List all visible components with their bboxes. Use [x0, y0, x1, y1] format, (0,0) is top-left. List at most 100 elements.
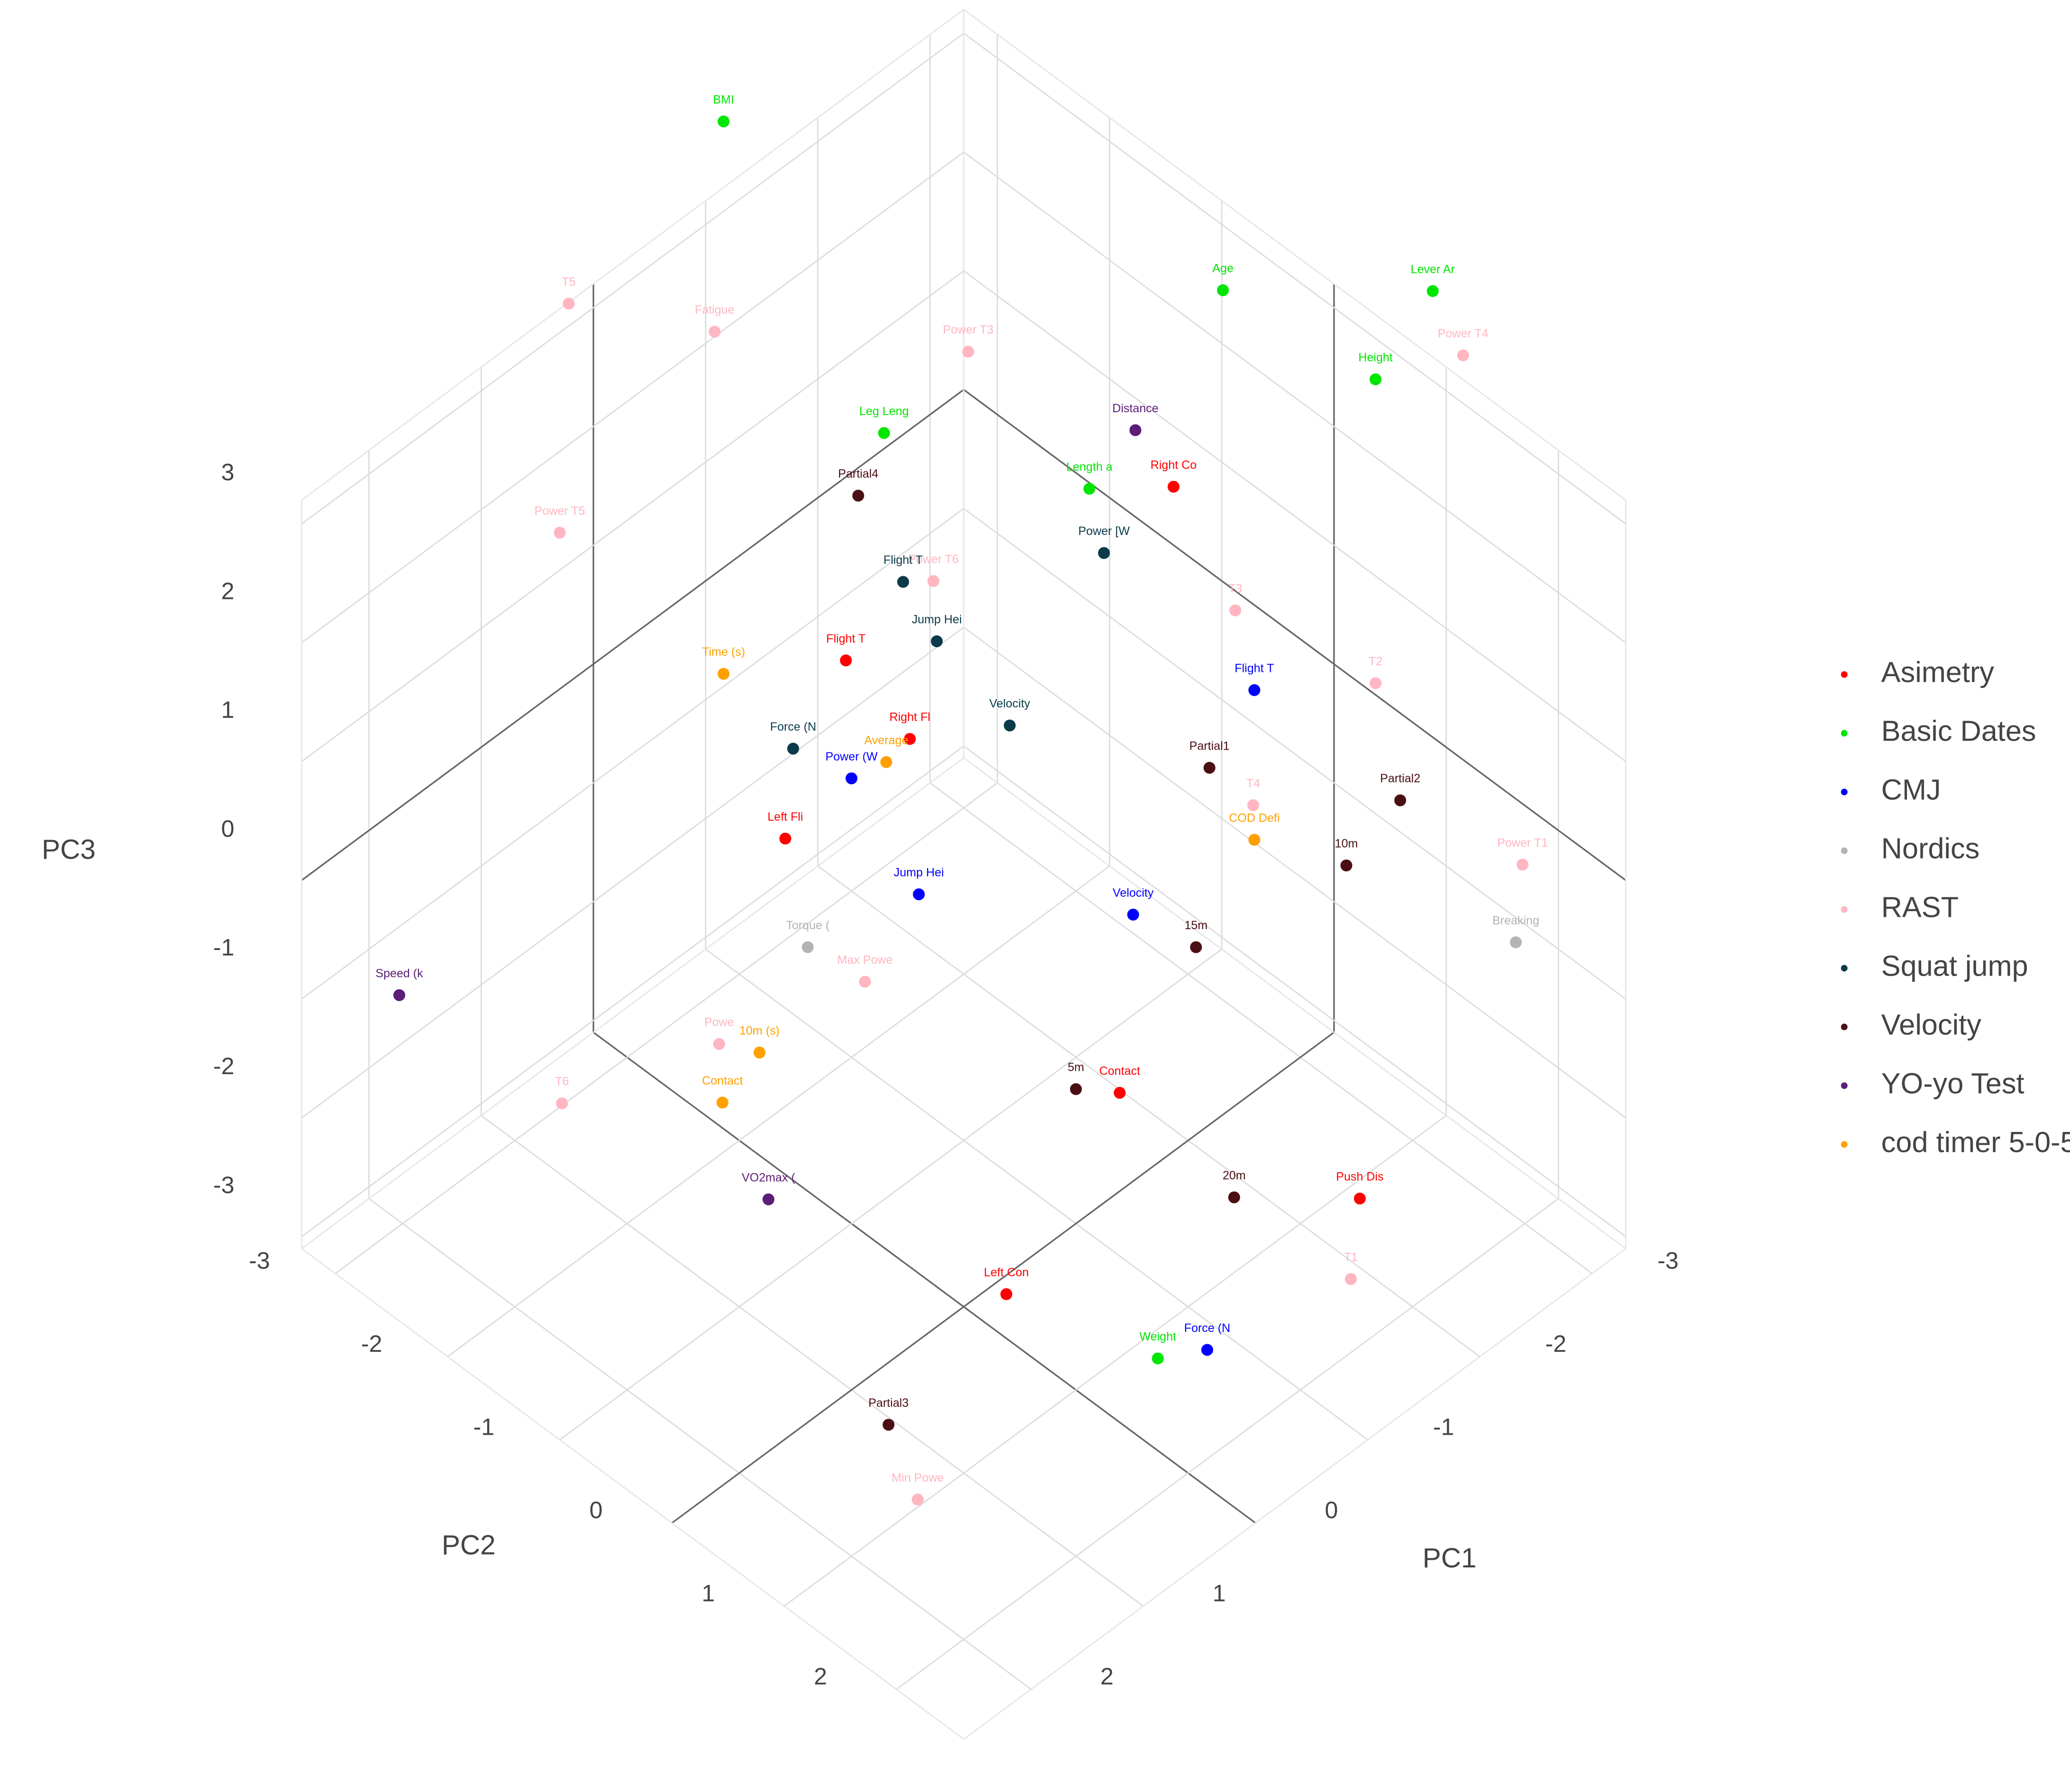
grid-line: [705, 949, 1368, 1440]
point-label: VO2max (: [742, 1171, 795, 1184]
point-label: Partial1: [1189, 739, 1230, 752]
legend-marker: [1841, 730, 1848, 737]
grid-line: [301, 507, 964, 1000]
point-label: Push Dis: [1336, 1170, 1383, 1184]
z-tick-label: -3: [213, 1172, 235, 1198]
data-point: [1353, 1192, 1366, 1205]
point-label: Breaking: [1492, 914, 1539, 927]
data-point: [859, 976, 871, 988]
grid-line: [447, 865, 1110, 1358]
legend-marker: [1841, 906, 1848, 913]
point-label: Left Fli: [767, 810, 803, 824]
point-label: T1: [1344, 1251, 1358, 1264]
point-label: Age: [1212, 262, 1234, 275]
axis-edge: [301, 9, 964, 501]
grid-line: [783, 1115, 1447, 1607]
data-point: [393, 989, 406, 1001]
point-label: Jump Hei: [894, 866, 944, 879]
data-point: [754, 1046, 766, 1059]
point-label: T4: [1246, 777, 1260, 790]
data-point: [1152, 1352, 1164, 1365]
point-label: Power T5: [535, 504, 585, 517]
data-point: [1167, 480, 1180, 493]
data-point: [1127, 908, 1139, 921]
legend-marker: [1841, 965, 1848, 972]
data-point: [1201, 1344, 1213, 1356]
point-label: BMI: [713, 93, 735, 106]
legend-label: Asimetry: [1881, 656, 1995, 688]
axis-edge: [301, 757, 964, 1249]
data-point: [1190, 941, 1202, 953]
point-label: Flight T: [883, 553, 923, 567]
grid-line: [335, 782, 998, 1274]
data-point: [717, 668, 730, 680]
point-label: Leg Leng: [859, 405, 909, 418]
point-label: Force (N: [770, 720, 816, 733]
legend-marker: [1841, 1141, 1848, 1148]
data-point: [708, 326, 721, 338]
data-point: [1370, 677, 1382, 689]
z-tick-label: 2: [221, 578, 235, 604]
grid-line: [301, 33, 964, 525]
x-tick-label: 0: [1325, 1497, 1338, 1523]
point-label: Max Powe: [837, 953, 893, 967]
grid-line: [671, 1032, 1335, 1524]
grid-line: [963, 33, 1626, 525]
data-point: [1510, 936, 1522, 949]
legend-label: RAST: [1881, 891, 1959, 923]
z-axis-title: PC3: [42, 834, 96, 865]
data-point: [927, 575, 940, 587]
data-point: [1129, 424, 1142, 436]
data-point: [556, 1097, 568, 1110]
point-label: T3: [1228, 582, 1242, 595]
data-point: [1004, 719, 1016, 732]
point-label: 10m: [1335, 837, 1358, 851]
point-label: Power T1: [1497, 836, 1548, 850]
data-point: [931, 635, 943, 647]
point-label: Flight T: [826, 632, 865, 645]
point-label: Power [W: [1078, 525, 1130, 538]
grid-layer: -3 -2 -1 0 1 2 -3 -2 -1 0 1 2 -3 -2 -1 0 1 2 3: [213, 9, 1679, 1740]
legend-marker: [1841, 1023, 1848, 1031]
data-point: [1114, 1086, 1126, 1099]
grid-line: [301, 270, 964, 762]
point-label: Jump Hei: [912, 613, 962, 626]
x-tick-label: -2: [1545, 1330, 1567, 1357]
point-label: 10m (s): [739, 1024, 780, 1037]
grid-line: [368, 1198, 1032, 1690]
grid-line: [896, 1198, 1559, 1690]
data-point: [962, 345, 974, 358]
y-tick-label: -3: [249, 1247, 270, 1274]
data-point: [716, 1096, 729, 1109]
point-label: Average: [864, 733, 908, 747]
grid-line: [963, 626, 1626, 1119]
data-point: [1228, 1191, 1240, 1204]
legend-label: YO-yo Test: [1881, 1067, 2025, 1099]
data-point: [1248, 684, 1261, 696]
z-tick-label: -2: [213, 1053, 235, 1079]
grid-line: [301, 745, 964, 1238]
point-label: Height: [1358, 351, 1392, 364]
legend-label: Nordics: [1881, 833, 1980, 865]
data-point: [880, 756, 892, 768]
point-label: Time (s): [702, 645, 745, 659]
data-point: [1426, 285, 1439, 297]
point-label: Power (W: [826, 750, 878, 763]
point-label: Left Con: [984, 1266, 1029, 1279]
grid-line: [963, 389, 1626, 881]
point-label: Weight: [1139, 1330, 1176, 1343]
point-label: Partial4: [838, 467, 879, 480]
data-point: [845, 772, 858, 785]
data-point: [1516, 859, 1529, 871]
data-point: [787, 742, 799, 755]
legend: Asimetry Basic Dates CMJ Nordics RAST Squat j…: [1841, 656, 2070, 1158]
axis-edge: [963, 9, 1626, 501]
data-point: [1203, 761, 1216, 774]
grid-line: [559, 949, 1223, 1440]
y-tick-label: -2: [361, 1330, 382, 1357]
point-label: Speed (k: [375, 967, 423, 980]
x-tick-label: 2: [1100, 1663, 1114, 1690]
point-label: T5: [562, 275, 575, 289]
grid-line: [817, 865, 1480, 1358]
